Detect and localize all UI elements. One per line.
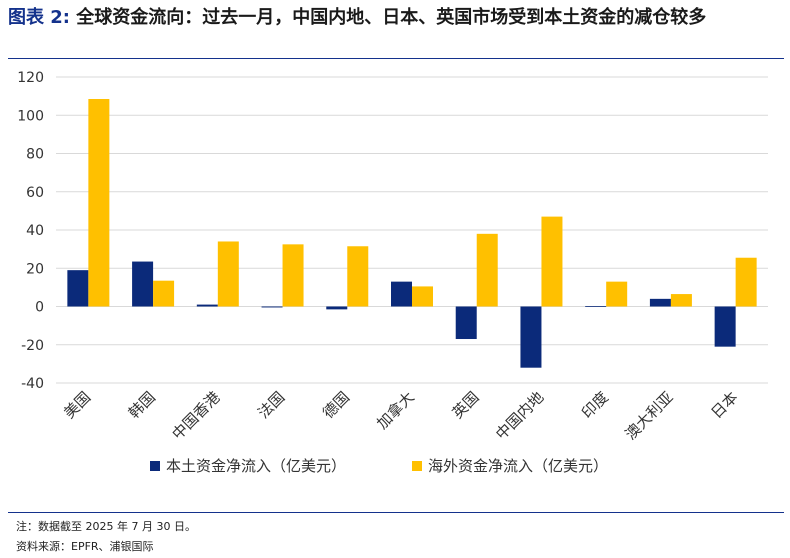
x-category-label: 德国 — [319, 388, 353, 422]
footnote-note: 注：数据截至 2025 年 7 月 30 日。 — [16, 520, 196, 533]
bar-domestic — [649, 298, 671, 307]
y-tick-label: 20 — [26, 261, 44, 277]
x-category-label: 美国 — [60, 388, 94, 422]
x-category-label: 加拿大 — [373, 388, 418, 433]
y-tick-label: 40 — [26, 223, 44, 239]
x-category-label: 韩国 — [125, 388, 159, 422]
footer-rule — [8, 512, 784, 513]
title-rule — [8, 58, 784, 59]
bar-domestic — [391, 281, 412, 307]
bar-domestic — [132, 261, 154, 307]
bar-foreign — [670, 294, 692, 307]
x-category-label: 日本 — [708, 388, 742, 422]
chart-title: 图表 2: 全球资金流向：过去一月，中国内地、日本、英国市场受到本土资金的减仓较… — [8, 4, 786, 31]
bar-foreign — [735, 257, 757, 307]
bar-domestic — [326, 306, 348, 310]
x-category-label: 澳大利亚 — [622, 388, 677, 443]
bar-domestic — [196, 304, 218, 307]
bar-domestic — [67, 270, 89, 307]
legend-label: 本土资金净流入（亿美元） — [166, 457, 346, 475]
x-category-label: 英国 — [449, 388, 483, 422]
x-category-label: 中国香港 — [168, 388, 223, 443]
bar-domestic — [261, 306, 283, 308]
x-category-label: 印度 — [578, 388, 612, 422]
y-tick-label: 60 — [26, 185, 44, 201]
figure-label: 图表 2: — [8, 7, 70, 28]
legend-swatch — [412, 461, 422, 471]
bar-foreign — [412, 286, 433, 307]
bar-chart: 120 100 80 60 40 20 0 -20 -40 美国 韩国 中国香港 法国 德国 加拿大 英国 中国… — [17, 70, 768, 475]
bar-domestic — [520, 306, 542, 368]
y-tick-label: 120 — [17, 70, 44, 86]
legend-swatch — [150, 461, 160, 471]
footnote-source: 资料来源：EPFR、浦银国际 — [16, 540, 154, 553]
figure-title-text: 全球资金流向：过去一月，中国内地、日本、英国市场受到本土资金的减仓较多 — [76, 7, 707, 28]
y-tick-label: 0 — [35, 300, 44, 316]
x-category-label: 中国内地 — [492, 388, 547, 443]
bar-domestic — [585, 306, 607, 307]
legend-label: 海外资金净流入（亿美元） — [428, 457, 608, 475]
y-tick-label: -40 — [21, 376, 44, 392]
bar-foreign — [217, 241, 239, 307]
bar-foreign — [282, 244, 304, 307]
bar-foreign — [606, 281, 628, 307]
bar-foreign — [476, 233, 498, 307]
bar-domestic — [455, 306, 477, 340]
bar-foreign — [88, 98, 110, 307]
bar-domestic — [714, 306, 736, 347]
bar-foreign — [541, 216, 563, 307]
y-tick-label: -20 — [21, 338, 44, 354]
y-tick-label: 80 — [26, 147, 44, 163]
y-tick-label: 100 — [17, 108, 44, 124]
bar-foreign — [347, 246, 369, 307]
bar-foreign — [153, 280, 175, 307]
x-category-label: 法国 — [254, 388, 288, 422]
